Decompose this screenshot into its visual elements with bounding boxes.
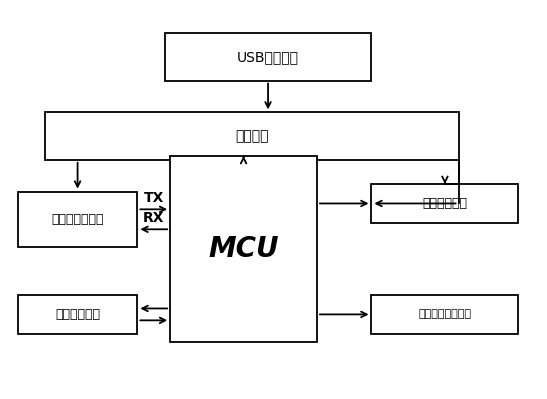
Text: 供电系统: 供电系统 [235,129,269,143]
Bar [170,156,317,342]
Text: MCU: MCU [208,235,279,263]
Bar [371,294,519,334]
Text: 物理按键控制: 物理按键控制 [55,308,100,321]
Text: TX: TX [143,191,164,205]
Bar [45,113,458,160]
Bar [18,294,137,334]
Bar [18,192,137,247]
Text: 脉冲生成系统: 脉冲生成系统 [422,197,468,210]
Bar [371,184,519,223]
Bar [165,33,371,81]
Text: 液晶扫描显示系统: 液晶扫描显示系统 [418,309,472,320]
Text: USB充电接口: USB充电接口 [237,50,299,64]
Text: 时长控制卡系统: 时长控制卡系统 [51,213,104,226]
Text: RX: RX [143,211,165,225]
